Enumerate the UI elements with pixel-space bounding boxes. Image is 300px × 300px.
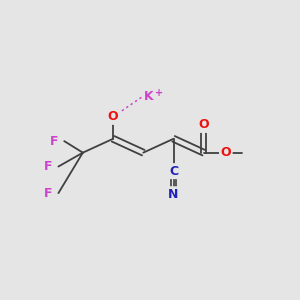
Text: F: F <box>44 160 52 173</box>
Text: F: F <box>50 135 58 148</box>
Text: K: K <box>144 90 154 103</box>
Text: N: N <box>168 188 179 201</box>
Text: O: O <box>108 110 118 123</box>
Text: +: + <box>155 88 163 98</box>
Text: C: C <box>169 165 178 178</box>
Text: O: O <box>198 118 209 131</box>
Text: F: F <box>44 187 52 200</box>
Text: O: O <box>220 146 231 159</box>
